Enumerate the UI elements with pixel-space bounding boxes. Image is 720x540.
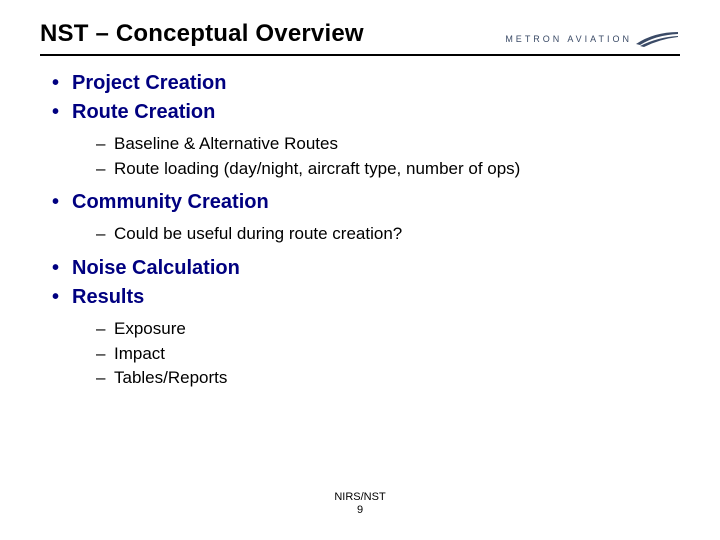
bullet-l2: Baseline & Alternative Routes xyxy=(72,132,672,157)
header: NST – Conceptual Overview METRON AVIATIO… xyxy=(40,20,680,48)
bullet-l1: Project Creation xyxy=(48,70,672,97)
bullet-l2: Exposure xyxy=(72,317,672,342)
bullet-l1-label: Route Creation xyxy=(72,101,215,123)
bullet-l1-label: Project Creation xyxy=(72,72,226,94)
logo: METRON AVIATION xyxy=(505,30,680,48)
bullet-l1-label: Results xyxy=(72,286,144,308)
bullet-l1: Route Creation Baseline & Alternative Ro… xyxy=(48,99,672,181)
slide: NST – Conceptual Overview METRON AVIATIO… xyxy=(0,0,720,540)
slide-title: NST – Conceptual Overview xyxy=(40,20,364,48)
bullet-l1-label: Noise Calculation xyxy=(72,257,240,279)
footer: NIRS/NST 9 xyxy=(0,491,720,519)
content: Project Creation Route Creation Baseline… xyxy=(40,56,680,391)
swoosh-icon xyxy=(634,30,680,48)
bullet-l2: Impact xyxy=(72,342,672,367)
bullet-l1: Community Creation Could be useful durin… xyxy=(48,189,672,247)
bullet-l1-label: Community Creation xyxy=(72,191,269,213)
logo-text: METRON AVIATION xyxy=(505,34,632,44)
bullet-l2: Route loading (day/night, aircraft type,… xyxy=(72,157,672,182)
bullet-l1: Results Exposure Impact Tables/Reports xyxy=(48,284,672,391)
footer-line1: NIRS/NST xyxy=(0,491,720,505)
footer-line2: 9 xyxy=(0,504,720,518)
bullet-l2: Tables/Reports xyxy=(72,366,672,391)
bullet-l2: Could be useful during route creation? xyxy=(72,222,672,247)
bullet-l1: Noise Calculation xyxy=(48,255,672,282)
